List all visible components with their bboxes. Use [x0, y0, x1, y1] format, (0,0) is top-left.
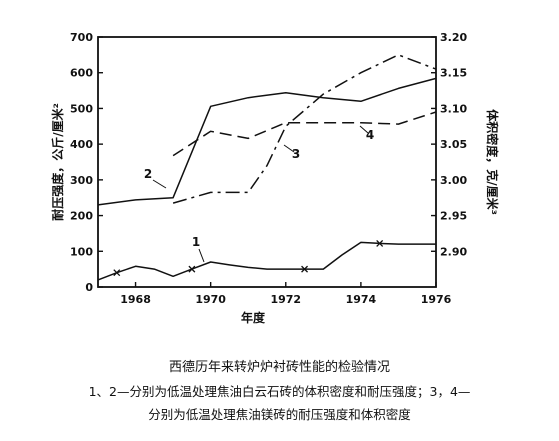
series-4-leader	[359, 125, 369, 134]
chart-axes	[97, 36, 437, 288]
right-y-tick-label: 3.05	[440, 138, 467, 151]
figure-note-line-2: 分别为低温处理焦油镁砖的耐压强度和体积密度	[148, 407, 411, 422]
left-y-axis-title: 耐压强度，公斤/厘米²	[50, 103, 65, 221]
figure-title: 西德历年来转炉炉衬砖性能的检验情况	[168, 360, 390, 375]
left-y-tick-label: 100	[70, 245, 93, 258]
plot-frame	[97, 36, 437, 288]
series-2-leader	[152, 179, 167, 189]
series-1-x-marker	[376, 239, 384, 247]
right-y-tick-labels: 2.90 2.95 3.00 3.05 3.10 3.15 3.20	[440, 31, 467, 258]
series-3-label: 3	[292, 147, 300, 161]
series-1-x-marker	[113, 269, 121, 277]
series-3-line	[172, 54, 437, 204]
left-y-tick-label: 200	[70, 210, 93, 223]
series-1-x-marker	[301, 265, 309, 273]
x-tick-label: 1974	[346, 293, 377, 306]
left-y-tick-label: 0	[85, 281, 93, 294]
right-y-tick-label: 2.95	[440, 210, 467, 223]
right-y-tick-label: 3.10	[440, 102, 467, 115]
series-markers	[113, 239, 384, 277]
series-2-line	[97, 77, 437, 206]
right-y-tick-label: 3.00	[440, 174, 467, 187]
series-4-line	[172, 111, 437, 157]
series-1-label: 1	[192, 235, 200, 249]
right-y-axis-title: 体积密度，克/厘米³	[485, 109, 500, 215]
series-1-line	[97, 241, 436, 281]
x-tick-labels: 1968 1970 1972 1974 1976	[120, 293, 451, 306]
left-y-tick-labels: 0 100 200 300 400 500 600 700	[70, 31, 93, 294]
figure-note-line-1: 1、2—分别为低温处理焦油白云石砖的体积密度和耐压强度；3，4—	[88, 384, 471, 399]
left-y-tick-label: 700	[70, 31, 93, 44]
right-y-tick-label: 3.20	[440, 31, 467, 44]
series-4-label: 4	[366, 128, 374, 142]
x-axis-title: 年度	[241, 310, 266, 325]
right-y-tick-label: 3.15	[440, 67, 467, 80]
left-y-tick-label: 300	[70, 174, 93, 187]
right-y-tick-label: 2.90	[440, 245, 467, 258]
series-2-label: 2	[144, 167, 152, 181]
x-tick-label: 1970	[195, 293, 226, 306]
left-y-tick-label: 500	[70, 102, 93, 115]
series-number-labels: 1 2 3 4	[144, 125, 374, 263]
series-3-leader	[283, 144, 295, 153]
series-1-leader	[198, 248, 205, 263]
series-1-x-marker	[188, 265, 196, 273]
left-y-tick-label: 600	[70, 67, 93, 80]
left-y-tick-label: 400	[70, 138, 93, 151]
x-tick-label: 1972	[270, 293, 301, 306]
x-tick-label: 1976	[421, 293, 452, 306]
x-tick-label: 1968	[120, 293, 151, 306]
